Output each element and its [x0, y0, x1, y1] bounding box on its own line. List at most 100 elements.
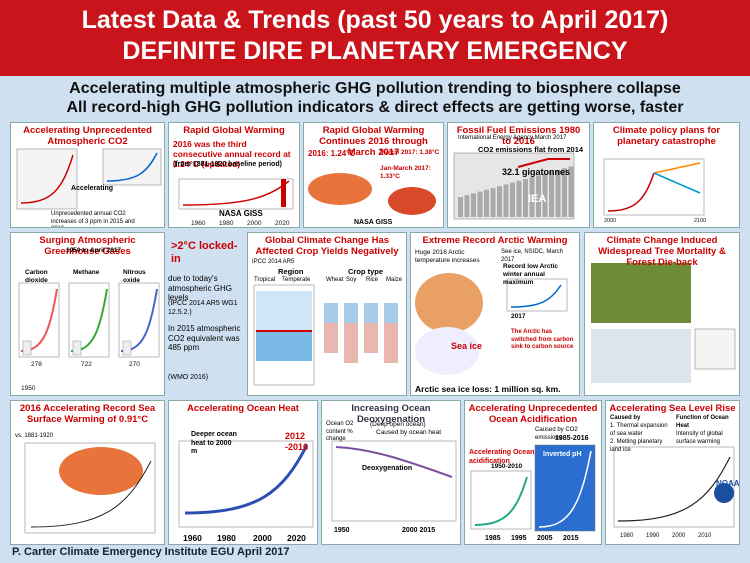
- decoration: [506, 278, 568, 312]
- panel-title: Accelerating Unprecedented Atmospheric C…: [23, 125, 152, 147]
- panel-text: Huge 2016 Arctic temperature increases: [415, 249, 480, 264]
- panel-text: Arctic sea ice loss: 1 million sq. km. s…: [415, 384, 561, 395]
- decoration: [617, 456, 731, 522]
- decoration: [344, 323, 358, 363]
- panel-text: 2016: 1.24°C: [308, 149, 356, 158]
- decoration: [568, 166, 574, 217]
- panel-text: Function of Ocean Heat: [676, 415, 729, 429]
- subtitle: All record-high GHG pollution indicators…: [66, 99, 684, 116]
- decoration: [607, 172, 655, 212]
- text-panel: >2°C locked-in due to today's atmospheric…: [168, 232, 244, 396]
- panel-text: 1980: [217, 533, 236, 543]
- decoration: [384, 323, 398, 363]
- decoration: [538, 450, 592, 528]
- panel-text: 1980: [620, 533, 634, 539]
- panel-text: Caused by ocean heat: [376, 429, 442, 436]
- panel-graphic: [470, 444, 596, 532]
- panel-title: 2016 Accelerating Record Sea Surface War…: [19, 403, 156, 425]
- panel-graphic: [415, 273, 568, 375]
- panel-text: CO2 emissions flat from 2014: [478, 145, 584, 154]
- panel-graphic: [18, 282, 160, 358]
- panel-text: 1950 to April 2017: [66, 247, 122, 254]
- panel-text: 1985-2016: [555, 435, 589, 442]
- panel-title: Accelerating Ocean Heat: [187, 403, 299, 414]
- panel-text: 2100: [694, 218, 707, 224]
- panel-text: 1. Thermal expansion of sea water: [610, 423, 668, 437]
- panel-text: 1950: [21, 385, 36, 392]
- panel-graphic: [178, 440, 314, 528]
- panel-graphic: [24, 442, 156, 534]
- panel: Surging Atmospheric Greenhouse Gases 1950…: [10, 232, 165, 396]
- decoration: [510, 182, 515, 217]
- decoration: [106, 152, 158, 182]
- panel-text: Deoxygenation: [362, 465, 413, 472]
- decoration: [555, 170, 561, 217]
- decoration: [591, 329, 691, 383]
- decoration: [474, 476, 528, 526]
- panel-text: Record low Arctic winter annual maximum: [503, 263, 559, 286]
- decoration: [335, 446, 453, 478]
- panel-text: The Arctic has switched from carbon sink…: [511, 329, 574, 350]
- panel-text: 1995: [511, 535, 527, 542]
- panel-title: Rapid Global Warming Continues 2016 thro…: [319, 125, 428, 158]
- panel-text: 278: [31, 361, 42, 368]
- panel-title: Surging Atmospheric Greenhouse Gases: [39, 235, 136, 257]
- panel-text: 1960: [183, 533, 202, 543]
- panel-title: Fossil Fuel Emissions 1980 to 2016: [456, 125, 581, 147]
- panel: Climate policy plans for planetary catas…: [593, 122, 740, 228]
- decoration: [542, 173, 548, 217]
- panel-text: 2012 -2016: [285, 431, 309, 452]
- panel: Accelerating Sea Level Rise Caused by 1. T…: [605, 400, 740, 545]
- decoration: [122, 340, 132, 356]
- decoration: [529, 177, 535, 217]
- panel-graphic: [591, 263, 736, 383]
- panel-text: 32.1 gigatonnes: [502, 167, 571, 177]
- panel-text: NASA GISS: [354, 219, 393, 226]
- decoration: [22, 340, 32, 356]
- decoration: [20, 154, 74, 204]
- panel-text: 1985: [485, 535, 501, 542]
- panel-text: 1960: [191, 220, 206, 227]
- panel-text: 270: [129, 361, 140, 368]
- panel-text: NASA GISS: [219, 209, 263, 218]
- panel-text: (WMO 2016): [168, 374, 209, 381]
- panel-text: 2020: [275, 220, 290, 227]
- panel-text: 2015: [563, 535, 579, 542]
- panel-graphic: [253, 284, 398, 386]
- decoration: [503, 184, 509, 217]
- panel-text: (IPCC 2014 AR5 WG1 12.5.2.): [168, 300, 238, 316]
- panel-text: Tropical: [254, 277, 276, 283]
- panel-title: Rapid Global Warming: [183, 125, 285, 136]
- panel: Accelerating Ocean Heat Deeper ocean heat…: [168, 400, 318, 545]
- footer: P. Carter Climate Emergency Institute EG…: [12, 546, 290, 558]
- panel-title: Climate policy plans for planetary catas…: [612, 125, 721, 147]
- panel-text: 2017: [511, 313, 526, 320]
- panel-title: Increasing Ocean Deoxygenation: [351, 403, 431, 425]
- panel: Accelerating Unprecedented Atmospheric C…: [10, 122, 165, 228]
- panel: Rapid Global Warming 2016 was the third c…: [168, 122, 300, 228]
- panel-graphic: [16, 148, 162, 210]
- panel-graphic: [331, 440, 457, 522]
- panel-text: March 2017: 1.38°C: [380, 149, 440, 156]
- decoration: [388, 187, 436, 215]
- panel-text: Rice: [366, 277, 379, 283]
- decoration: [497, 186, 502, 217]
- header-title: DEFINITE DIRE PLANETARY EMERGENCY: [122, 37, 628, 65]
- decoration: [324, 323, 338, 353]
- panel-title: Global Climate Change Has Affected Crop …: [255, 235, 399, 257]
- decoration: [490, 188, 496, 217]
- panel-graphic: [178, 178, 294, 210]
- panel-text: 2000: [247, 220, 262, 227]
- panel: Global Climate Change Has Affected Crop …: [247, 232, 407, 396]
- panel-text: Temperate: [282, 277, 311, 283]
- decoration: [471, 193, 476, 217]
- panel-title: Extreme Record Arctic Warming: [422, 235, 568, 246]
- panel-text: 2010: [698, 533, 712, 539]
- decoration: [549, 171, 554, 217]
- decoration: [364, 323, 378, 353]
- header: Latest Data & Trends (past 50 years to A…: [0, 0, 750, 76]
- panel: Increasing Ocean Deoxygenation (Deep open…: [321, 400, 461, 545]
- panel-text: Inverted pH: [543, 451, 582, 458]
- decoration: [510, 284, 562, 308]
- panel-title: Accelerating Unprecedented Ocean Acidifi…: [468, 403, 598, 425]
